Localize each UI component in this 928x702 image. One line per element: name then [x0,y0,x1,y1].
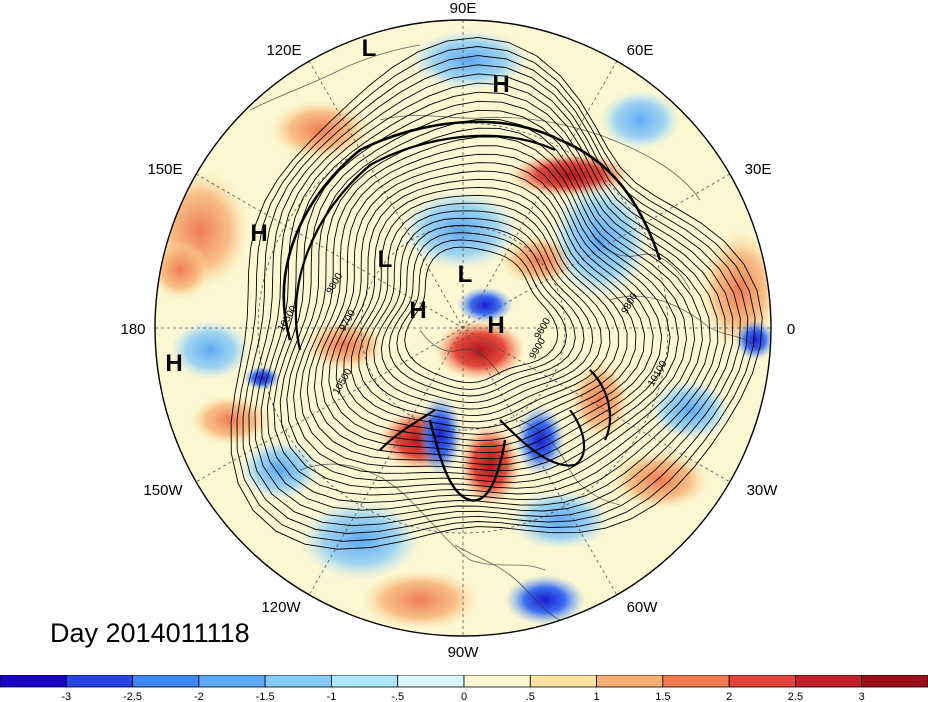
lon-label-30e: 30E [745,161,772,178]
height-contour [273,100,711,496]
height-contour [358,202,611,423]
colorbar-tick-label: 2 [726,691,732,702]
height-contour [328,170,646,448]
height-contour [350,194,619,429]
colorbar-tick-label: -3 [61,691,71,702]
colorbar-swatch [596,675,664,688]
height-contour [380,225,585,404]
colorbar-swatch [264,675,332,688]
anomaly-patch [400,190,520,270]
height-contour [335,178,637,442]
lon-label-120e: 120E [266,42,301,59]
anomaly-patch [270,100,370,160]
colorbar-tick-label: .5 [526,691,535,702]
anomaly-patch [510,490,610,550]
colorbar-tick-label: 1.5 [655,691,670,702]
lon-label-150e: 150E [147,161,182,178]
low-pressure-marker: L [378,246,393,273]
lon-label-180: 180 [120,321,145,338]
height-contours [230,36,763,550]
height-contour [299,136,679,472]
height-contour [266,91,719,504]
height-contour [306,145,671,466]
height-contour [248,64,741,527]
height-contour [242,55,749,534]
anomaly-patch [190,395,270,445]
anomaly-patch [505,575,585,625]
height-contour [343,186,628,435]
colorbar-tick-label: -1 [327,691,337,702]
height-contour [313,153,663,460]
disc-outline [154,19,772,637]
low-pressure-marker: L [362,35,377,62]
lon-label-60w: 60W [627,599,659,616]
colorbar-swatch [65,675,133,688]
lon-label-120w: 120W [261,599,301,616]
colorbar-swatch [529,675,597,688]
date-label: Day 2014011118 [50,618,250,648]
height-contour [286,118,696,483]
colorbar-tick-label: 2.5 [788,691,803,702]
lon-label-90w: 90W [448,644,480,661]
colorbar: -3 -2.5 -2 -1.5 -1 -.5 0 .5 1 1.5 2 2.5 3 [0,675,928,702]
anomaly-patch [435,320,525,380]
high-pressure-marker: H [250,220,267,247]
height-contour [254,73,734,519]
colorbar-swatch [728,675,796,688]
longitude-labels: 90E 120E 60E 150E 30E 180 0 150W 30W 120… [120,0,795,661]
anomaly-patch [550,180,650,300]
colorbar-swatch [861,675,928,688]
lon-label-30w: 30W [747,482,779,499]
anomaly-field [155,20,771,636]
height-contour [388,232,576,397]
lon-label-90e: 90E [450,0,477,17]
high-pressure-marker: H [409,297,426,324]
colorbar-swatch [331,675,399,688]
colorbar-tick-label: 3 [859,691,865,702]
lon-label-60e: 60E [627,42,654,59]
height-contour [293,127,687,477]
colorbar-swatch [662,675,730,688]
height-contour [396,239,567,390]
height-contour [236,46,756,542]
anomaly-patch [240,440,320,500]
colorbar-swatch [463,675,531,688]
colorbar-swatch [795,675,863,688]
low-pressure-marker: L [458,261,473,288]
anomaly-patch [700,230,771,350]
anomaly-patch [457,287,513,323]
colorbar-tick-label: -1.5 [256,691,275,702]
high-pressure-marker: H [492,71,509,98]
height-contour [321,162,654,454]
colorbar-swatch [198,675,266,688]
colorbar-tick-label: 1 [594,691,600,702]
anomaly-patch [170,320,250,380]
anomaly-patch [410,30,530,90]
height-contour [365,210,602,416]
colorbar-swatch [132,675,200,688]
colorbar-swatch [0,675,67,688]
height-contour [230,36,763,550]
anomaly-patch [600,90,680,150]
high-pressure-marker: H [165,350,182,377]
anomaly-patch [155,240,210,300]
colorbar-tick-label: 0 [461,691,467,702]
anomaly-patch [650,380,730,440]
colorbar-tick-label: -.5 [391,691,404,702]
lon-label-150w: 150W [143,482,183,499]
lon-label-0: 0 [787,321,795,338]
colorbar-tick-label: -2 [194,691,204,702]
colorbar-swatch [397,675,465,688]
colorbar-tick-label: -2.5 [123,691,142,702]
high-pressure-marker: H [487,312,504,339]
anomaly-patch [360,570,480,630]
height-contour [279,109,703,489]
height-contour [404,246,559,384]
height-contour [373,217,594,410]
